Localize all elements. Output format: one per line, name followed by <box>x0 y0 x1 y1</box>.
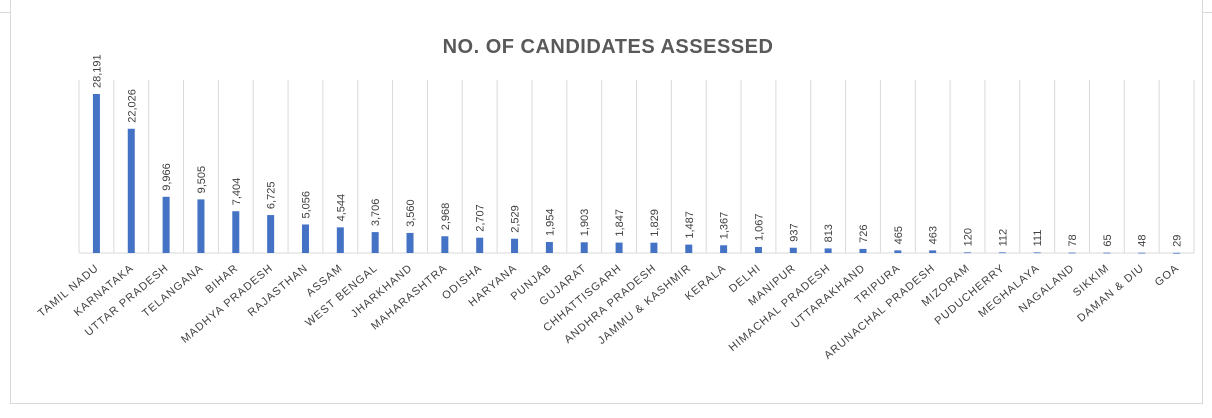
bar-goa <box>1173 252 1181 254</box>
value-label: 9,505 <box>196 166 208 194</box>
value-label: 65 <box>1102 234 1114 246</box>
value-label: 1,829 <box>649 209 661 237</box>
bar-kerala <box>720 245 728 253</box>
value-label: 726 <box>858 225 870 243</box>
value-label: 1,367 <box>719 212 731 240</box>
bar-assam <box>336 227 344 253</box>
bar-tamil-nadu <box>92 94 100 253</box>
bar-daman-diu <box>1138 252 1146 254</box>
value-label: 112 <box>997 229 1009 247</box>
grid-lines <box>78 80 1195 254</box>
bar-maharashtra <box>441 236 449 253</box>
value-label: 4,544 <box>335 194 347 222</box>
value-label: 1,903 <box>579 209 591 237</box>
bar-rajasthan <box>301 224 309 253</box>
bar-manipur <box>789 247 797 253</box>
value-label: 7,404 <box>231 178 243 206</box>
bar-nagaland <box>1068 252 1076 254</box>
value-label: 28,191 <box>91 54 103 88</box>
bar-uttar-pradesh <box>162 196 170 253</box>
bar-andhra-pradesh <box>650 242 658 253</box>
value-label: 463 <box>928 226 940 244</box>
value-label: 48 <box>1137 234 1149 246</box>
value-label: 29 <box>1172 235 1184 247</box>
bar-uttarakhand <box>859 248 867 253</box>
bars <box>92 94 1181 254</box>
bar-arunachal-pradesh <box>929 250 937 253</box>
bar-puducherry <box>998 252 1006 254</box>
bar-sikkim <box>1103 252 1111 254</box>
bar-chhattisgarh <box>615 242 623 253</box>
category-label: TAMIL NADU <box>36 262 101 320</box>
value-label: 2,529 <box>510 205 522 233</box>
value-label: 1,954 <box>544 208 556 236</box>
bar-tripura <box>894 250 902 253</box>
category-label: TELANGANA <box>140 262 206 320</box>
bar-punjab <box>545 241 553 253</box>
value-label: 465 <box>893 226 905 244</box>
bar-mizoram <box>964 252 972 254</box>
value-label: 5,056 <box>300 191 312 219</box>
bar-jammu-kashmir <box>685 244 693 253</box>
value-label: 3,706 <box>370 199 382 227</box>
value-label: 1,487 <box>684 211 696 239</box>
value-label: 937 <box>788 223 800 241</box>
category-label: MEGHALAYA <box>976 262 1042 320</box>
bar-gujarat <box>580 242 588 253</box>
bar-delhi <box>754 246 762 253</box>
chart-area <box>10 0 1203 404</box>
bar-karnataka <box>127 128 135 253</box>
value-label: 2,707 <box>475 204 487 232</box>
value-label: 3,560 <box>405 199 417 227</box>
category-label: KARNATAKA <box>72 262 136 319</box>
bar-meghalaya <box>1033 252 1041 254</box>
value-label: 111 <box>1032 230 1044 247</box>
bar-telangana <box>197 199 205 253</box>
value-label: 6,725 <box>266 182 278 210</box>
value-label: 9,966 <box>161 163 173 191</box>
bar-bihar <box>232 211 240 253</box>
bar-odisha <box>476 237 484 253</box>
value-label: 78 <box>1067 234 1079 246</box>
bar-jharkhand <box>406 232 414 253</box>
value-label: 813 <box>823 224 835 242</box>
bar-west-bengal <box>371 232 379 253</box>
value-label: 22,026 <box>126 89 138 123</box>
value-label: 120 <box>963 228 975 246</box>
category-label: GOA <box>1153 262 1182 289</box>
category-label: RAJASTHAN <box>246 262 311 319</box>
bar-himachal-pradesh <box>824 248 832 253</box>
value-label: 1,067 <box>753 213 765 241</box>
chart-title: NO. OF CANDIDATES ASSESSED <box>443 36 774 58</box>
value-label: 1,847 <box>614 209 626 237</box>
value-label: 2,968 <box>440 203 452 231</box>
bar-madhya-pradesh <box>267 215 275 253</box>
value-labels: 28,191 22,026 9,966 9,505 7,404 6,725 5,056 4,5… <box>91 54 1183 246</box>
bar-haryana <box>511 238 519 253</box>
